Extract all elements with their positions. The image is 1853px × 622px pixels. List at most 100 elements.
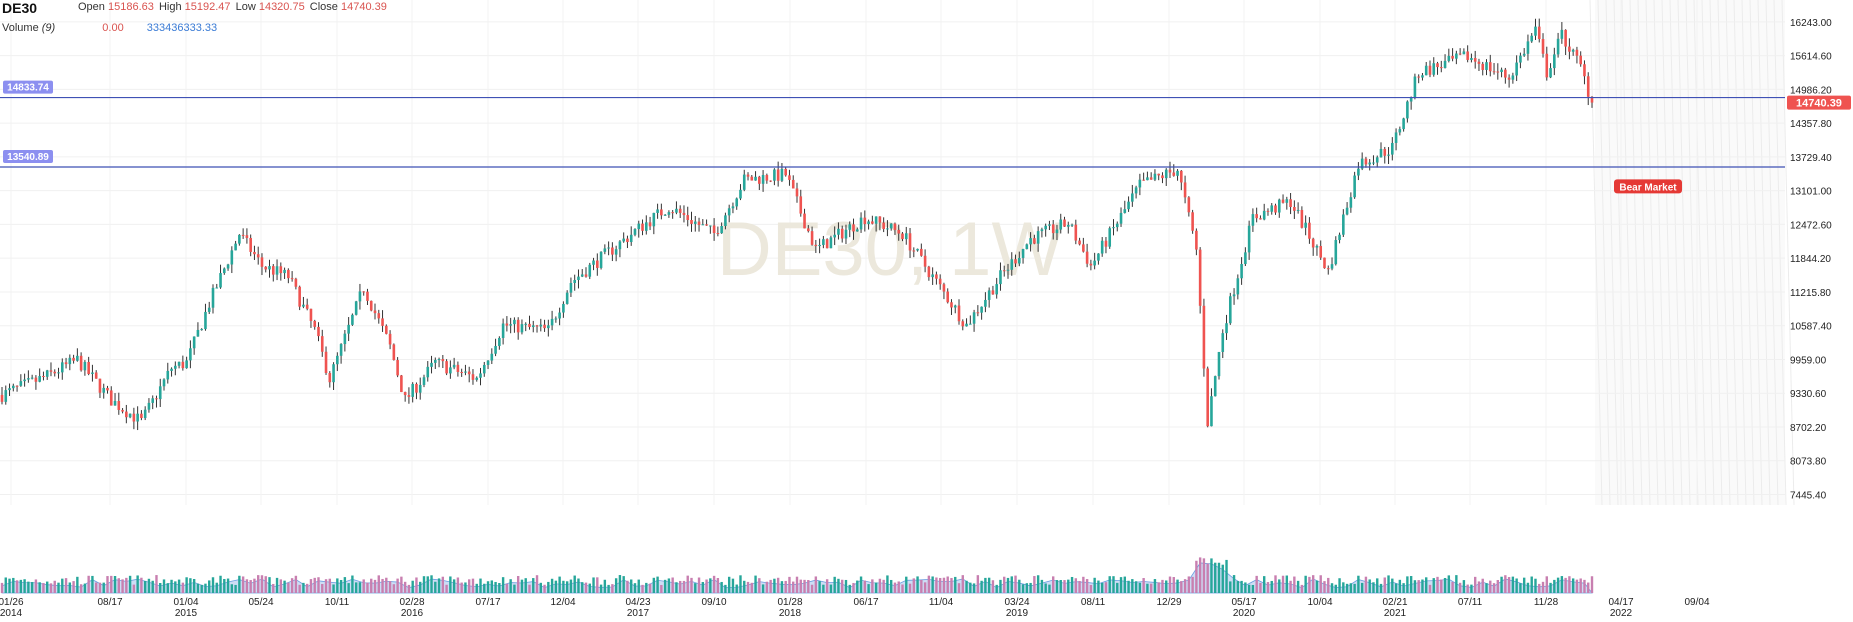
candle-body: [1089, 263, 1093, 266]
candle-body: [614, 249, 618, 255]
volume-bar: [1470, 584, 1473, 593]
candle-body: [121, 409, 124, 412]
volume-bar: [1504, 575, 1507, 593]
volume-bar: [1455, 575, 1458, 593]
y-axis[interactable]: 16243.00 15614.60 14986.20 14357.80 13729.40…: [1787, 18, 1851, 502]
volume-bar: [848, 584, 851, 593]
volume-bar: [637, 579, 640, 593]
candle-body: [972, 312, 976, 324]
candle-body: [256, 254, 260, 258]
volume-bar: [53, 580, 56, 593]
volume-bar: [980, 580, 983, 593]
volume-bar: [192, 578, 196, 593]
candle-body: [91, 372, 94, 374]
volume-bar: [663, 579, 667, 593]
volume-bar: [754, 575, 757, 593]
candle-body: [724, 215, 727, 227]
candle-body: [1507, 77, 1511, 80]
volume-bar: [1496, 580, 1500, 593]
candle-body: [1353, 175, 1356, 198]
candle-body: [765, 175, 769, 181]
candle-body: [596, 260, 599, 268]
candle-body: [1108, 228, 1112, 247]
volume-bar: [792, 581, 795, 593]
volume-bar: [121, 579, 124, 593]
volume-bar: [1247, 584, 1251, 593]
volume-bar: [234, 584, 237, 593]
candle-body: [1571, 49, 1575, 52]
candle-body: [871, 221, 874, 224]
volume-bar: [550, 578, 554, 593]
volume-bar: [1078, 580, 1081, 593]
volume-bar: [155, 575, 158, 593]
candle-body: [1078, 240, 1081, 245]
volume-bar: [1466, 584, 1469, 593]
candle-body: [1417, 76, 1420, 78]
candle-body: [720, 226, 723, 234]
volume-bar: [434, 581, 437, 593]
volume-bar: [987, 577, 991, 593]
volume-bar: [1398, 579, 1402, 593]
candle-body: [279, 266, 283, 274]
candle-body: [1564, 29, 1567, 47]
x-tick-label: 04/17: [1608, 597, 1633, 608]
candle-body: [369, 300, 373, 311]
candle-body: [185, 360, 188, 369]
candle-body: [1308, 222, 1311, 239]
volume-bar: [1432, 578, 1435, 593]
volume-label[interactable]: Volume: [2, 22, 39, 34]
x-tick-label: 03/24: [1004, 597, 1029, 608]
x-tick-label: 11/28: [1534, 597, 1559, 608]
candle-body: [430, 362, 433, 367]
volume-bar: [313, 577, 316, 593]
volume-bar: [573, 575, 576, 593]
candle-body: [486, 360, 490, 365]
volume-bar: [1425, 577, 1428, 593]
volume-bar: [1560, 576, 1564, 593]
volume-bar: [445, 584, 448, 593]
horizontal-lines[interactable]: 14833.74 13540.89: [0, 80, 1785, 168]
candle-body: [1176, 170, 1179, 176]
volume-bar: [957, 583, 961, 593]
candle-body: [1319, 246, 1323, 258]
volume-bar: [1146, 583, 1149, 593]
volume-bar: [1274, 575, 1277, 593]
candle-body: [927, 266, 931, 278]
symbol-name[interactable]: DE30: [2, 0, 38, 16]
volume-bar: [483, 583, 486, 593]
volume-bar: [867, 584, 870, 593]
candle-body: [1104, 240, 1108, 247]
volume-bar: [19, 579, 23, 593]
candle-body: [739, 189, 742, 199]
candle-body: [1168, 169, 1172, 173]
volume-bar: [106, 576, 109, 593]
candle-body: [1586, 76, 1590, 97]
volume-bar: [776, 577, 780, 593]
volume-bar: [950, 577, 953, 593]
candle-body: [878, 216, 882, 223]
candle-body: [852, 224, 855, 232]
volume-bar: [385, 577, 388, 593]
x-tick-label: 09/10: [701, 597, 726, 608]
volume-bar: [769, 579, 772, 593]
candle-body: [12, 385, 15, 389]
candle-body: [479, 373, 482, 378]
candle-body: [644, 222, 648, 231]
candle-body: [716, 233, 720, 235]
candle-body: [441, 359, 445, 362]
candle-body: [697, 221, 701, 226]
candle-body: [117, 401, 121, 410]
volume-bar: [1123, 576, 1126, 593]
volume-bar: [27, 581, 30, 593]
volume-bar: [761, 584, 765, 593]
candle-body: [498, 337, 501, 346]
y-tick-label: 11844.20: [1790, 254, 1831, 265]
volume-bar: [215, 582, 218, 593]
volume-bar: [1097, 580, 1100, 593]
candle-body: [531, 325, 535, 328]
volume-value-1: 0.00: [102, 22, 124, 34]
candle-body: [204, 311, 207, 330]
volume-bar: [1134, 581, 1138, 593]
